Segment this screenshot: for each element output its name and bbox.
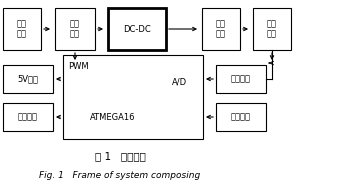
Text: DC-DC: DC-DC — [123, 25, 151, 34]
Text: 稳压
输出: 稳压 输出 — [267, 19, 277, 39]
Bar — [63, 55, 203, 139]
Bar — [216, 65, 266, 93]
Text: 输出
滤波: 输出 滤波 — [216, 19, 226, 39]
Text: 反馈电路: 反馈电路 — [231, 74, 251, 84]
Text: A/D: A/D — [172, 78, 187, 86]
Bar — [253, 8, 291, 50]
Text: 交流
输入: 交流 输入 — [17, 19, 27, 39]
Bar — [202, 8, 240, 50]
Text: 图 1   系统组成: 图 1 系统组成 — [95, 151, 145, 161]
Bar — [55, 8, 95, 50]
Text: 键盘电路: 键盘电路 — [231, 113, 251, 122]
Bar — [108, 8, 166, 50]
Text: 5V电源: 5V电源 — [18, 74, 39, 84]
Text: PWM: PWM — [68, 62, 89, 71]
Text: 显示电路: 显示电路 — [18, 113, 38, 122]
Text: Fig. 1   Frame of system composing: Fig. 1 Frame of system composing — [39, 170, 201, 179]
Text: ATMEGA16: ATMEGA16 — [90, 113, 136, 123]
Bar — [3, 103, 53, 131]
Bar — [3, 8, 41, 50]
Bar — [216, 103, 266, 131]
Text: 整流
滤波: 整流 滤波 — [70, 19, 80, 39]
Bar — [3, 65, 53, 93]
